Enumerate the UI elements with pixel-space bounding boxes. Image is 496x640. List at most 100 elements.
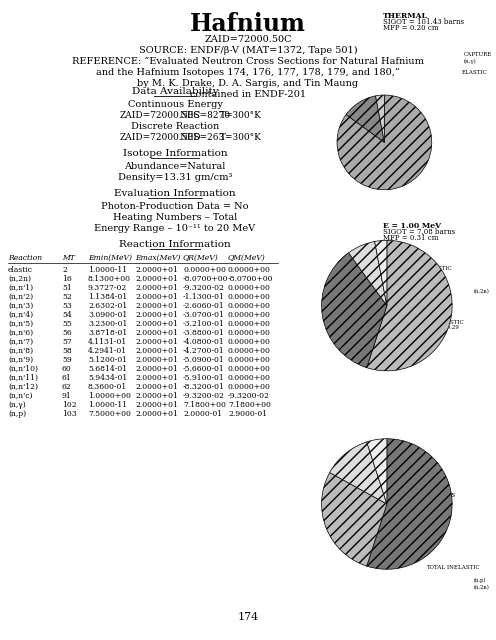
Text: Evaluation Information: Evaluation Information: [114, 189, 236, 198]
Wedge shape: [337, 95, 432, 189]
Text: 2.0000+01: 2.0000+01: [135, 275, 178, 283]
Text: 62: 62: [62, 383, 72, 391]
Text: -1.1300-01: -1.1300-01: [183, 293, 225, 301]
Text: ZAID=72000.50D: ZAID=72000.50D: [120, 133, 201, 142]
Text: -4.2700-01: -4.2700-01: [183, 347, 225, 355]
Text: 0.0000+00: 0.0000+00: [228, 347, 271, 355]
Text: -8.3200-01: -8.3200-01: [183, 383, 225, 391]
Text: 0.0000+00: 0.0000+00: [228, 338, 271, 346]
Text: 2.0000-01: 2.0000-01: [183, 410, 222, 418]
Text: 2.0000+01: 2.0000+01: [135, 329, 178, 337]
Text: T=300°K: T=300°K: [220, 133, 262, 142]
Text: SIGOT = 5.30 barns: SIGOT = 5.30 barns: [383, 491, 455, 499]
Wedge shape: [349, 241, 387, 306]
Text: 2.0000+01: 2.0000+01: [135, 266, 178, 274]
Text: 0.0000+00: 0.0000+00: [228, 284, 271, 292]
Text: 0.0000+00: 0.0000+00: [228, 320, 271, 328]
Text: 0.0000+00: 0.0000+00: [228, 365, 271, 373]
Text: 4.1131-01: 4.1131-01: [88, 338, 127, 346]
Text: -5.9100-01: -5.9100-01: [183, 374, 225, 382]
Text: (n,n'8): (n,n'8): [8, 347, 33, 355]
Text: 60: 60: [62, 365, 72, 373]
Text: 2.0000+01: 2.0000+01: [135, 392, 178, 400]
Text: 57: 57: [62, 338, 72, 346]
Text: 5.1200-01: 5.1200-01: [88, 356, 127, 364]
Text: QR(MeV): QR(MeV): [183, 254, 219, 262]
Text: QM(MeV): QM(MeV): [228, 254, 266, 262]
Text: Data Availability: Data Availability: [131, 87, 218, 96]
Text: -5.6600-01: -5.6600-01: [183, 365, 225, 373]
Wedge shape: [321, 472, 387, 566]
Text: 0.0000+00: 0.0000+00: [228, 311, 271, 319]
Text: 5.6814-01: 5.6814-01: [88, 365, 127, 373]
Text: -3.2100-01: -3.2100-01: [183, 320, 225, 328]
Text: 2.0000+01: 2.0000+01: [135, 383, 178, 391]
Text: Photon-Production Data = No: Photon-Production Data = No: [101, 202, 249, 211]
Text: (n,n'9): (n,n'9): [8, 356, 33, 364]
Text: (n,γ): (n,γ): [8, 401, 26, 409]
Text: (n,2n): (n,2n): [474, 289, 490, 294]
Text: 91: 91: [62, 392, 72, 400]
Text: 2.0000+01: 2.0000+01: [135, 365, 178, 373]
Text: -9.3200-02: -9.3200-02: [183, 392, 225, 400]
Text: -4.0800-01: -4.0800-01: [183, 338, 225, 346]
Text: Isotope Information: Isotope Information: [123, 149, 227, 158]
Text: 0.0000+00: 0.0000+00: [228, 383, 271, 391]
Text: 2.0000+01: 2.0000+01: [135, 302, 178, 310]
Text: (n,n'1): (n,n'1): [8, 284, 33, 292]
Text: NES=8270: NES=8270: [180, 111, 231, 120]
Text: THERMAL: THERMAL: [383, 12, 428, 20]
Text: 2: 2: [62, 266, 67, 274]
Text: 102: 102: [62, 401, 76, 409]
Text: 8.1300+00: 8.1300+00: [88, 275, 131, 283]
Text: MFP = 0.20 cm: MFP = 0.20 cm: [383, 24, 438, 32]
Text: Continuous Energy: Continuous Energy: [127, 100, 222, 109]
Text: (n,n'10): (n,n'10): [8, 365, 38, 373]
Text: 61: 61: [62, 374, 72, 382]
Text: Discrete Reaction: Discrete Reaction: [131, 122, 219, 131]
Text: 0.0000+00: 0.0000+00: [228, 302, 271, 310]
Text: ELASTIC: ELASTIC: [412, 525, 438, 530]
Text: 2.0000+01: 2.0000+01: [135, 374, 178, 382]
Text: 2.0000+01: 2.0000+01: [135, 293, 178, 301]
Text: 3.0900-01: 3.0900-01: [88, 311, 127, 319]
Text: -9.3200-02: -9.3200-02: [183, 284, 225, 292]
Text: 3.2300-01: 3.2300-01: [88, 320, 127, 328]
Text: TOTAL INELASTIC: TOTAL INELASTIC: [426, 565, 480, 570]
Text: 3.8718-01: 3.8718-01: [88, 329, 127, 337]
Text: E = 14.00 MeV: E = 14.00 MeV: [383, 485, 446, 493]
Text: 2.0000+01: 2.0000+01: [135, 284, 178, 292]
Text: 2.0000+01: 2.0000+01: [135, 410, 178, 418]
Text: 0.0000+00: 0.0000+00: [228, 266, 271, 274]
Text: (n,n'7): (n,n'7): [8, 338, 33, 346]
Text: 1.0000+00: 1.0000+00: [88, 392, 131, 400]
Text: Emax(MeV): Emax(MeV): [135, 254, 181, 262]
Text: REFERENCE: “Evaluated Neutron Cross Sections for Natural Hafnium: REFERENCE: “Evaluated Neutron Cross Sect…: [72, 57, 424, 66]
Text: E = 1.00 MeV: E = 1.00 MeV: [383, 222, 441, 230]
Text: T=300°K: T=300°K: [220, 111, 262, 120]
Text: 9.3727-02: 9.3727-02: [88, 284, 127, 292]
Text: 7.1800+00: 7.1800+00: [228, 401, 271, 409]
Text: 1.0000-11: 1.0000-11: [88, 266, 127, 274]
Text: Emin(MeV): Emin(MeV): [88, 254, 132, 262]
Text: (n,n'2): (n,n'2): [8, 293, 33, 301]
Text: MT: MT: [62, 254, 75, 262]
Text: MFP = 0.31 cm: MFP = 0.31 cm: [383, 234, 438, 242]
Text: (n,n'12): (n,n'12): [8, 383, 38, 391]
Text: -2.6060-01: -2.6060-01: [183, 302, 225, 310]
Text: 5.9434-01: 5.9434-01: [88, 374, 127, 382]
Text: 58: 58: [62, 347, 72, 355]
Wedge shape: [330, 442, 387, 504]
Wedge shape: [375, 95, 384, 142]
Text: Reaction Information: Reaction Information: [119, 240, 231, 249]
Text: SIGOT = 7.08 barns: SIGOT = 7.08 barns: [383, 228, 455, 236]
Wedge shape: [374, 241, 387, 306]
Text: 0.0000+00: 0.0000+00: [228, 329, 271, 337]
Text: 1.0000-11: 1.0000-11: [88, 401, 127, 409]
Text: (n,2n): (n,2n): [8, 275, 31, 283]
Text: ELASTIC: ELASTIC: [462, 70, 488, 76]
Text: (n,p): (n,p): [8, 410, 26, 418]
Text: 56.88: 56.88: [417, 271, 433, 276]
Text: 2.0000+01: 2.0000+01: [135, 320, 178, 328]
Text: 2.0000+01: 2.0000+01: [135, 356, 178, 364]
